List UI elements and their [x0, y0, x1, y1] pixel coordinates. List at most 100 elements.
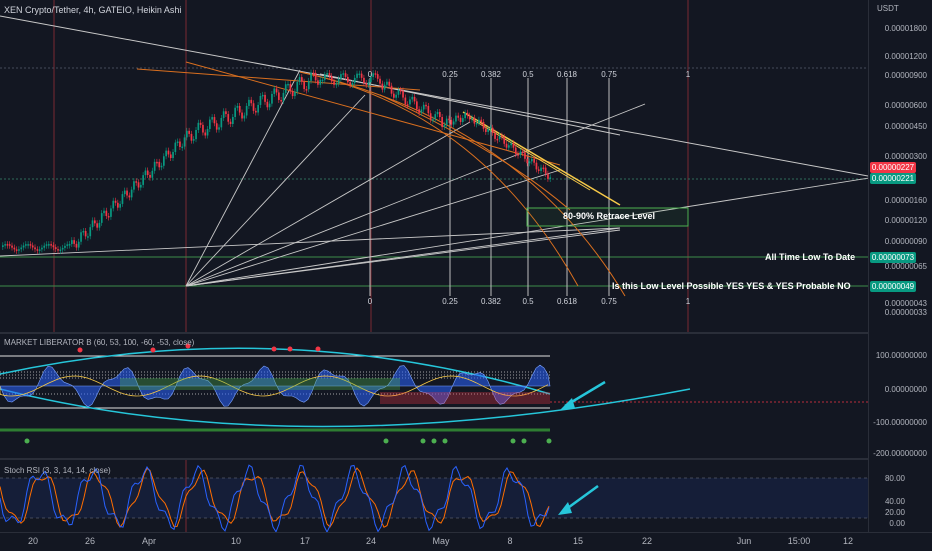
candle: [133, 181, 135, 190]
osc-signal: [0, 375, 549, 397]
candle: [542, 167, 545, 170]
candle: [94, 220, 96, 224]
current-price-badge-green: 0.00000221: [870, 173, 916, 184]
price-tick: 0.00000600: [884, 101, 927, 110]
candle: [367, 82, 370, 85]
osc-sell-dot: [185, 343, 191, 349]
candle: [298, 77, 301, 82]
candle: [301, 77, 303, 82]
candle: [471, 117, 473, 120]
candle: [296, 81, 299, 92]
candle: [169, 154, 172, 159]
price-axis[interactable]: USDT 0.00001800 0.00001200 0.00000900 0.…: [868, 0, 932, 532]
rsi-k-line: [0, 464, 550, 532]
time-tick: 15: [572, 536, 584, 546]
candle: [353, 77, 356, 84]
candle: [238, 105, 241, 113]
time-tick: 15:00: [787, 536, 811, 546]
candle: [278, 92, 280, 100]
market-liberator-canvas[interactable]: [0, 334, 868, 458]
osc-wave: [0, 364, 551, 408]
candle: [319, 79, 322, 85]
fib-label-bottom-5: 0.75: [601, 297, 617, 306]
trendline: [319, 73, 621, 136]
fib-label-top-2: 0.382: [480, 70, 502, 79]
candle: [232, 116, 234, 125]
candle: [144, 170, 147, 176]
candle: [429, 113, 432, 120]
fib-label-bottom-4: 0.618: [556, 297, 578, 306]
candle: [452, 121, 455, 125]
time-tick: 8: [507, 536, 513, 546]
time-axis[interactable]: 20 26 Apr 10 17 24 May 8 15 22 Jun 15:00…: [0, 532, 932, 551]
time-tick: 20: [27, 536, 39, 546]
candle: [441, 117, 443, 128]
price-chart-canvas[interactable]: [0, 0, 868, 332]
candle: [326, 73, 328, 75]
candle: [291, 91, 294, 97]
candle: [436, 112, 439, 115]
candle: [271, 93, 273, 104]
candle: [418, 109, 420, 113]
candle: [544, 167, 547, 174]
candle: [52, 245, 55, 248]
price-chart-pane[interactable]: XEN Crypto/Tether, 4h, GATEIO, Heikin As…: [0, 0, 868, 332]
candle: [2, 245, 4, 247]
candle: [450, 119, 453, 125]
candle: [275, 88, 278, 93]
candle: [215, 123, 218, 130]
time-tick: 17: [299, 536, 311, 546]
candle: [87, 236, 89, 238]
candle: [123, 190, 126, 195]
osc-arc: [0, 388, 691, 428]
candle: [379, 78, 381, 84]
osc-buy-dot: [383, 438, 389, 444]
candle: [255, 110, 257, 113]
price-tick: 0.00000900: [884, 71, 927, 80]
stoch-rsi-canvas[interactable]: [0, 460, 868, 532]
rsi-arrow-head: [558, 502, 572, 515]
candle: [114, 200, 117, 203]
candle: [158, 161, 161, 168]
candle: [317, 80, 319, 85]
candle: [519, 151, 522, 155]
candle: [128, 195, 131, 198]
candle: [257, 104, 259, 113]
price-tick: 0.00000033: [884, 308, 927, 317]
candle: [192, 139, 195, 141]
price-tick: 0.00000120: [884, 216, 927, 225]
rsi-tick: 80.00: [884, 474, 905, 483]
market-liberator-pane[interactable]: MARKET LIBERATOR B (60, 53, 100, -60, -5…: [0, 334, 868, 458]
retrace-level-label: 80-90% Retrace Level: [563, 211, 656, 221]
candle: [468, 115, 471, 120]
candle: [57, 249, 59, 251]
candle: [61, 247, 64, 250]
candle: [393, 93, 395, 98]
candle: [533, 158, 535, 163]
candle: [342, 73, 345, 75]
stoch-rsi-pane[interactable]: Stoch RSI (3, 3, 14, 14, close): [0, 460, 868, 532]
candle: [213, 117, 216, 124]
candle: [77, 241, 80, 248]
pane-separator[interactable]: [0, 332, 932, 334]
candle: [227, 114, 230, 122]
retrace-box: [526, 207, 689, 227]
osc-buy-dot: [546, 438, 552, 444]
candle: [6, 244, 9, 246]
candle: [27, 244, 29, 246]
candle: [98, 222, 101, 228]
atl-price-badge: 0.00000073: [870, 252, 916, 263]
candle: [31, 245, 34, 248]
fib-label-top-3: 0.5: [522, 70, 534, 79]
candle: [473, 117, 476, 124]
fib-label-top-6: 1: [685, 70, 691, 79]
candle: [305, 89, 308, 91]
candle: [547, 173, 549, 179]
pane-separator[interactable]: [0, 458, 932, 460]
candle: [206, 129, 209, 136]
candle: [43, 245, 46, 248]
candle: [360, 73, 363, 78]
osc-buy-dot: [521, 438, 527, 444]
fib-label-top-1: 0.25: [442, 70, 458, 79]
highlight-trendline: [462, 111, 621, 206]
